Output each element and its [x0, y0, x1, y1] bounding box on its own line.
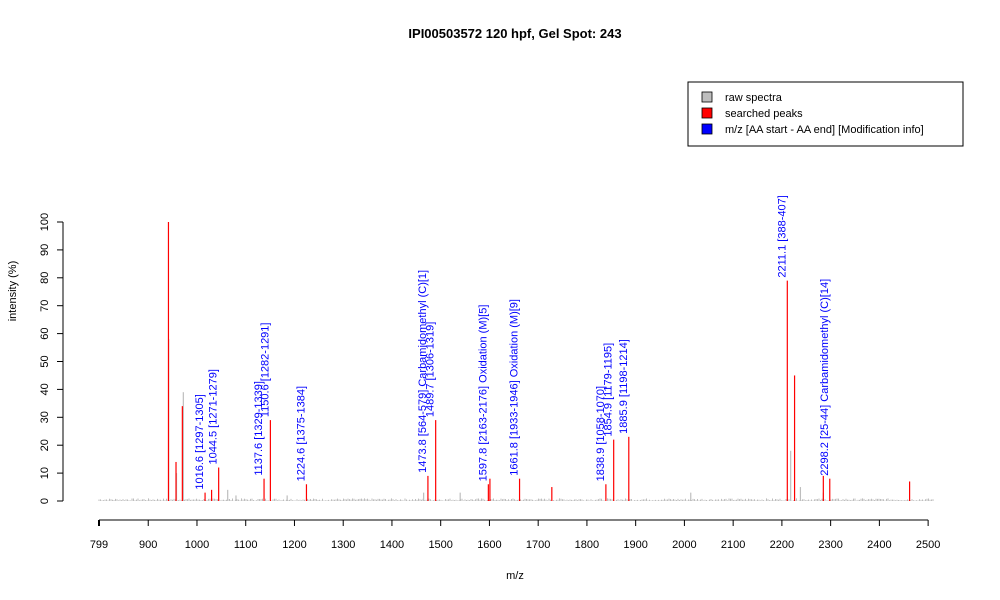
x-tick-label: 799	[90, 539, 108, 551]
x-tick-label: 1500	[428, 539, 452, 551]
y-axis-label: intensity (%)	[7, 261, 19, 322]
peak-annotations: 1016.6 [1297-1305] 1044.5 [1271-1279] 1137…	[194, 195, 831, 489]
x-tick-label: 1700	[526, 539, 550, 551]
legend-swatch	[701, 123, 713, 135]
x-tick-label: 2400	[867, 539, 891, 551]
x-tick-label: 2000	[672, 539, 696, 551]
peak-annotation-label: 2211.1 [388-407]	[776, 195, 788, 277]
peak-annotation-label: 1044.5 [1271-1279]	[208, 369, 220, 464]
peak-annotation-label: 1150.6 [1282-1291]	[259, 323, 271, 418]
y-tick-label: 30	[39, 411, 51, 423]
x-tick-label: 1600	[477, 539, 501, 551]
peak-annotation-label: 1661.8 [1933-1946] Oxidation (M)[9]	[509, 299, 521, 476]
y-tick-label: 100	[39, 213, 51, 231]
x-tick-label: 1200	[282, 539, 306, 551]
legend-swatch	[701, 91, 713, 103]
peak-annotation-label: 1885.9 [1198-1214]	[618, 339, 630, 434]
x-tick-label: 900	[139, 539, 157, 551]
peak-annotation-label: 1854.9 [1179-1195]	[603, 343, 615, 437]
y-tick-label: 70	[39, 300, 51, 312]
x-tick-label: 1000	[185, 539, 209, 551]
peak-annotation-label: 1473.8 [564-579] Carbamidomethyl (C)[1]	[417, 270, 429, 473]
x-tick-label: 2500	[916, 539, 940, 551]
x-tick-label: 2300	[818, 539, 842, 551]
x-tick-label: 2200	[770, 539, 794, 551]
x-tick-label: 1400	[380, 539, 404, 551]
x-tick-label: 1100	[234, 539, 258, 551]
peak-annotation-label: 1016.6 [1297-1305]	[194, 394, 206, 489]
x-tick-label: 1800	[575, 539, 599, 551]
peak-annotation-label: 1224.6 [1375-1384]	[295, 386, 307, 481]
x-tick-label: 1300	[331, 539, 355, 551]
raw-spectrum-baseline	[98, 498, 934, 501]
y-tick-label: 0	[39, 498, 51, 504]
legend-entry-label: searched peaks	[725, 108, 803, 120]
legend-box	[687, 81, 964, 147]
y-tick-label: 80	[39, 272, 51, 284]
y-tick-label: 10	[39, 467, 51, 479]
peak-annotation-label: 1489.7 [1306-1319]	[425, 322, 437, 417]
legend-entry-label: raw spectra	[725, 92, 783, 104]
chart-title: IPI00503572 120 hpf, Gel Spot: 243	[408, 26, 621, 41]
y-tick-label: 50	[39, 355, 51, 367]
legend-swatch	[701, 107, 713, 119]
x-tick-label: 2100	[721, 539, 745, 551]
y-axis: 0 10 20 30 40 50 60 70 80 90 100	[39, 213, 64, 504]
raw-baseline-noise	[98, 498, 934, 501]
peak-annotation-label: 1137.6 [1329-1339]	[253, 381, 265, 476]
searched-peaks	[167, 222, 911, 501]
x-axis-label: m/z	[506, 570, 524, 582]
peak-annotation-label: 2298.2 [25-44] Carbamidomethyl (C)[14]	[819, 279, 831, 476]
x-tick-label: 1900	[623, 539, 647, 551]
peak-annotation-label: 1838.9 [1058-1070]	[595, 386, 607, 481]
legend: raw spectra searched peaks m/z [AA start -…	[687, 81, 964, 147]
y-tick-label: 90	[39, 244, 51, 256]
peak-annotation-label: 1597.8 [2163-2176] Oxidation (M)[5]	[477, 305, 489, 482]
y-tick-label: 20	[39, 439, 51, 451]
x-axis: 799 900 1000 1100 1200 1300 1400 1500 1600 1700 18…	[90, 519, 940, 551]
y-tick-label: 40	[39, 383, 51, 395]
y-tick-label: 60	[39, 327, 51, 339]
legend-entry-label: m/z [AA start - AA end] [Modification in…	[725, 124, 924, 136]
plot-area: 1016.6 [1297-1305] 1044.5 [1271-1279] 1137…	[98, 195, 934, 501]
